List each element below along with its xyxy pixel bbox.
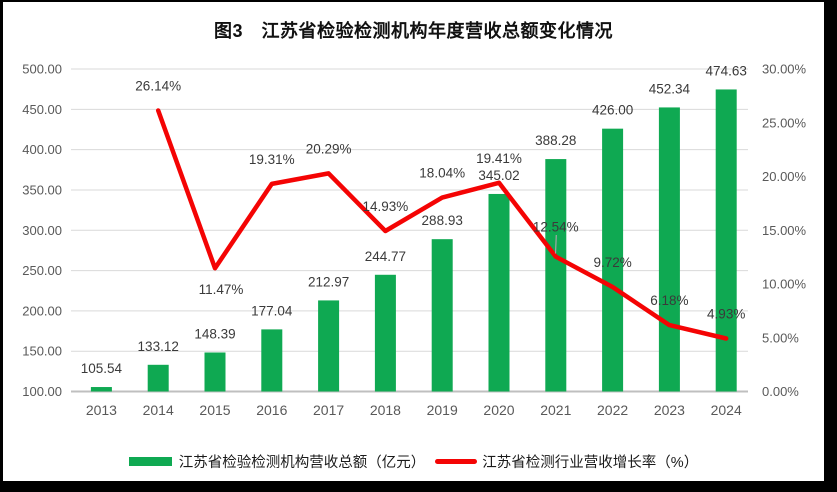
bar-2022 bbox=[602, 128, 624, 392]
bar-2014 bbox=[147, 364, 169, 392]
chart-title: 图3 江苏省检验检测机构年度营收总额变化情况 bbox=[213, 21, 613, 41]
bar-value-label: 105.54 bbox=[81, 361, 123, 376]
legend-line-label: 江苏省检测行业营收增长率（%） bbox=[482, 455, 699, 471]
x-axis-tick-label: 2020 bbox=[483, 402, 514, 418]
x-axis-tick-label: 2022 bbox=[597, 402, 628, 418]
line-value-label: 12.54% bbox=[533, 220, 579, 235]
bar-2017 bbox=[318, 300, 340, 392]
x-axis-tick-label: 2015 bbox=[199, 402, 230, 418]
y-axis-right-tick-label: 20.00% bbox=[762, 169, 807, 184]
line-value-label: 18.04% bbox=[419, 166, 465, 181]
legend-line-swatch bbox=[435, 459, 478, 464]
chart-canvas: 图3 江苏省检验检测机构年度营收总额变化情况 500.00 450.00 400.0… bbox=[3, 2, 824, 481]
growth-rate-line bbox=[155, 108, 729, 341]
x-axis-tick-label: 2017 bbox=[313, 402, 344, 418]
line-value-label: 19.41% bbox=[476, 151, 522, 166]
y-axis-left-tick-label: 350.00 bbox=[22, 182, 62, 197]
y-axis-right-tick-label: 5.00% bbox=[762, 330, 799, 345]
bar-value-label: 474.63 bbox=[706, 63, 747, 78]
bar-2024 bbox=[715, 89, 737, 392]
y-axis-right-tick-label: 25.00% bbox=[762, 115, 807, 130]
x-axis-tick-label: 2013 bbox=[86, 402, 117, 418]
bar-2019 bbox=[431, 239, 453, 392]
y-axis-right-tick-label: 0.00% bbox=[762, 384, 799, 399]
y-axis-left-tick-label: 250.00 bbox=[22, 263, 62, 278]
y-axis-right-tick-label: 15.00% bbox=[762, 223, 807, 238]
x-axis-tick-label: 2023 bbox=[654, 402, 685, 418]
legend-bar-label: 江苏省检验检测机构营收总额（亿元） bbox=[178, 455, 426, 471]
legend-bar-swatch bbox=[128, 457, 172, 466]
bar-value-label: 133.12 bbox=[138, 339, 179, 354]
bar-value-label: 148.39 bbox=[194, 326, 235, 341]
bar-2023 bbox=[658, 107, 680, 392]
bar-value-label: 388.28 bbox=[535, 133, 576, 148]
line-value-label: 20.29% bbox=[306, 141, 352, 156]
x-axis-tick-label: 2021 bbox=[540, 402, 571, 418]
bar-2021 bbox=[545, 159, 567, 392]
line-value-label: 9.72% bbox=[593, 255, 631, 270]
bar-2020 bbox=[488, 193, 510, 392]
bar-value-label: 345.02 bbox=[478, 168, 519, 183]
line-value-label: 6.18% bbox=[650, 293, 688, 308]
bar-2015 bbox=[204, 352, 226, 392]
x-axis-tick-label: 2018 bbox=[370, 402, 401, 418]
y-axis-right-tick-label: 30.00% bbox=[762, 62, 807, 77]
x-axis-tick-label: 2024 bbox=[711, 402, 742, 418]
bar-2013 bbox=[90, 387, 112, 392]
x-axis-tick-label: 2016 bbox=[256, 402, 287, 418]
bar-value-label: 212.97 bbox=[308, 274, 349, 289]
y-axis-left-tick-label: 400.00 bbox=[22, 142, 62, 157]
line-value-label: 19.31% bbox=[249, 152, 295, 167]
x-axis-tick-label: 2014 bbox=[143, 402, 174, 418]
line-value-label: 4.93% bbox=[707, 307, 745, 322]
y-axis-left-tick-label: 450.00 bbox=[22, 102, 62, 117]
bar-value-label: 177.04 bbox=[251, 303, 293, 318]
line-value-label: 26.14% bbox=[135, 78, 181, 93]
combo-chart: 500.00 450.00 400.00 350.00 300.00 250.00 200.… bbox=[22, 62, 807, 419]
bar-2016 bbox=[261, 329, 283, 392]
bar-value-label: 244.77 bbox=[365, 249, 406, 264]
bar-value-label: 426.00 bbox=[592, 103, 633, 118]
x-axis-tick-label: 2019 bbox=[427, 402, 458, 418]
y-axis-left-tick-label: 300.00 bbox=[22, 223, 62, 238]
y-axis-left-tick-label: 500.00 bbox=[22, 62, 62, 77]
y-axis-right-tick-label: 10.00% bbox=[762, 277, 807, 292]
bar-value-label: 288.93 bbox=[422, 213, 463, 228]
chart-legend: 江苏省检验检测机构营收总额（亿元） 江苏省检测行业营收增长率（%） bbox=[3, 451, 824, 472]
label-leader-line bbox=[554, 234, 557, 254]
line-value-label: 14.93% bbox=[363, 199, 409, 214]
y-axis-left-tick-label: 200.00 bbox=[22, 303, 62, 318]
bar-value-label: 452.34 bbox=[649, 81, 691, 96]
y-axis-left-tick-label: 100.00 bbox=[22, 384, 62, 399]
line-value-label: 11.47% bbox=[199, 282, 244, 297]
y-axis-left-tick-label: 150.00 bbox=[22, 344, 62, 359]
bar-2018 bbox=[374, 274, 396, 392]
